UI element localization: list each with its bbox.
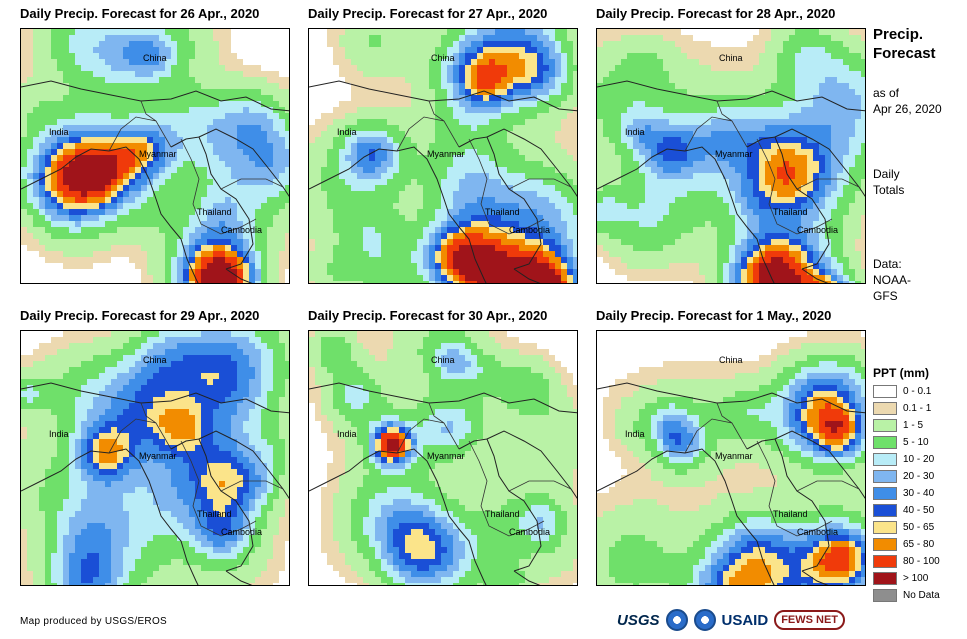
legend-item: 30 - 40: [873, 485, 940, 502]
panel-title: Daily Precip. Forecast for 29 Apr., 2020: [20, 308, 260, 323]
credit-text: Map produced by USGS/EROS: [20, 616, 168, 627]
data-line2: NOAA-: [873, 273, 912, 287]
legend-swatch: [873, 385, 897, 398]
as-of-text: as of Apr 26, 2020: [873, 85, 942, 117]
forecast-panel: Daily Precip. Forecast for 26 Apr., 2020…: [20, 6, 290, 284]
country-borders: [108, 100, 284, 235]
legend-swatch: [873, 521, 897, 534]
forecast-panel: Daily Precip. Forecast for 30 Apr., 2020…: [308, 308, 578, 586]
panel-title: Daily Precip. Forecast for 1 May., 2020: [596, 308, 832, 323]
legend-label: 0.1 - 1: [903, 403, 932, 414]
legend-swatch: [873, 402, 897, 415]
legend-item: 65 - 80: [873, 536, 940, 553]
legend-title: PPT (mm): [873, 366, 930, 380]
legend-swatch: [873, 436, 897, 449]
legend-label: 30 - 40: [903, 488, 935, 499]
side-title: Precip. Forecast: [873, 25, 936, 63]
precip-map: China India Myanmar Thailand Cambodia: [20, 28, 290, 284]
legend-swatch: [873, 453, 897, 466]
legend-label: 0 - 0.1: [903, 386, 932, 397]
forecast-panel: Daily Precip. Forecast for 27 Apr., 2020…: [308, 6, 578, 284]
legend-label: 40 - 50: [903, 505, 935, 516]
as-of-line1: as of: [873, 86, 900, 100]
totals-line1: Daily: [873, 167, 900, 181]
precip-raster: [597, 331, 865, 585]
legend-label: 50 - 65: [903, 522, 935, 533]
legend-swatch: [873, 572, 897, 585]
country-borders: [396, 100, 572, 235]
legend-item: > 100: [873, 570, 940, 587]
panel-title: Daily Precip. Forecast for 26 Apr., 2020: [20, 6, 260, 21]
legend-swatch: [873, 470, 897, 483]
data-line3: GFS: [873, 289, 898, 303]
precip-map: China India Myanmar Thailand Cambodia: [20, 330, 290, 586]
legend: PPT (mm) 0 - 0.1 0.1 - 1 1 - 5 5 - 10 10 - 2…: [873, 366, 940, 604]
usaid-seal-icon: [693, 609, 716, 631]
legend-item: No Data: [873, 587, 940, 604]
legend-swatch: [873, 419, 897, 432]
usgs-logo: USGS: [617, 611, 660, 629]
side-title-line1: Precip.: [873, 26, 924, 43]
precip-raster: [309, 331, 577, 585]
totals-line2: Totals: [873, 183, 905, 197]
legend-swatch: [873, 538, 897, 551]
legend-swatch: [873, 555, 897, 568]
country-borders: [396, 402, 572, 537]
logo-strip: USGS USAID FEWS NET: [617, 606, 846, 634]
legend-item: 0.1 - 1: [873, 400, 940, 417]
legend-item: 40 - 50: [873, 502, 940, 519]
noaa-logo-icon: [665, 609, 688, 631]
legend-label: > 100: [903, 573, 929, 584]
legend-swatch: [873, 504, 897, 517]
forecast-panel: Daily Precip. Forecast for 1 May., 2020 C…: [596, 308, 866, 586]
legend-item: 20 - 30: [873, 468, 940, 485]
country-borders: [684, 100, 860, 235]
legend-item: 0 - 0.1: [873, 383, 940, 400]
legend-label: 65 - 80: [903, 539, 935, 550]
legend-swatch: [873, 589, 897, 602]
legend-label: No Data: [903, 590, 940, 601]
forecast-panel: Daily Precip. Forecast for 28 Apr., 2020…: [596, 6, 866, 284]
legend-item: 5 - 10: [873, 434, 940, 451]
panel-title: Daily Precip. Forecast for 28 Apr., 2020: [596, 6, 836, 21]
legend-swatch: [873, 487, 897, 500]
legend-item: 1 - 5: [873, 417, 940, 434]
totals-text: Daily Totals: [873, 166, 904, 198]
side-title-line2: Forecast: [873, 45, 936, 62]
data-line1: Data:: [873, 257, 902, 271]
fews-net-logo: FEWS NET: [774, 610, 846, 630]
precip-raster: [21, 29, 289, 283]
legend-label: 20 - 30: [903, 471, 935, 482]
precip-map: China India Myanmar Thailand Cambodia: [596, 330, 866, 586]
usaid-logo: USAID: [721, 611, 769, 629]
panel-title: Daily Precip. Forecast for 27 Apr., 2020: [308, 6, 548, 21]
precip-map: China India Myanmar Thailand Cambodia: [308, 330, 578, 586]
legend-item: 80 - 100: [873, 553, 940, 570]
precip-raster: [309, 29, 577, 283]
data-source-text: Data: NOAA- GFS: [873, 256, 911, 304]
legend-label: 10 - 20: [903, 454, 935, 465]
as-of-line2: Apr 26, 2020: [873, 102, 942, 116]
legend-label: 1 - 5: [903, 420, 924, 431]
legend-item: 10 - 20: [873, 451, 940, 468]
legend-item: 50 - 65: [873, 519, 940, 536]
country-borders: [684, 402, 860, 537]
precip-map: China India Myanmar Thailand Cambodia: [596, 28, 866, 284]
panel-title: Daily Precip. Forecast for 30 Apr., 2020: [308, 308, 548, 323]
precip-raster: [21, 331, 289, 585]
precip-raster: [597, 29, 865, 283]
country-borders: [108, 402, 284, 537]
precip-map: China India Myanmar Thailand Cambodia: [308, 28, 578, 284]
forecast-panel: Daily Precip. Forecast for 29 Apr., 2020…: [20, 308, 290, 586]
legend-label: 80 - 100: [903, 556, 940, 567]
legend-label: 5 - 10: [903, 437, 929, 448]
